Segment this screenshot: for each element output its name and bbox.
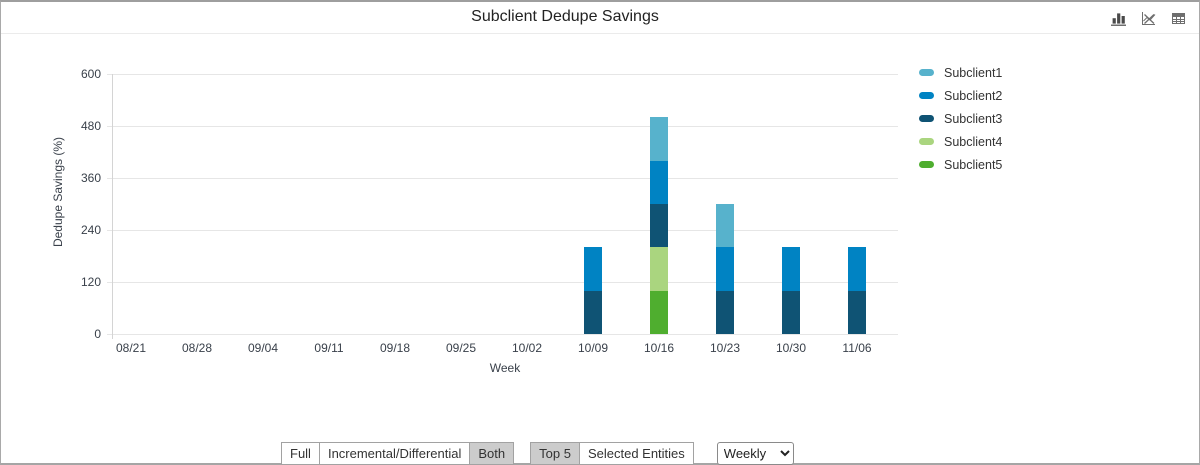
entity-button-group: Top 5 Selected Entities	[530, 442, 694, 465]
y-tick-label: 0	[94, 327, 101, 341]
button-top-5[interactable]: Top 5	[530, 442, 580, 465]
x-tick-label: 10/16	[643, 341, 675, 355]
bar-segment-subclient2[interactable]	[584, 247, 602, 291]
legend-label: Subclient1	[944, 65, 1003, 80]
x-tick-label: 10/23	[709, 341, 741, 355]
x-tick-label: 08/21	[115, 341, 147, 355]
bar-segment-subclient3[interactable]	[650, 204, 668, 248]
button-full[interactable]: Full	[281, 442, 320, 465]
chart-toolbar	[1110, 10, 1187, 27]
x-axis-title: Week	[489, 361, 521, 375]
y-tick-label: 480	[80, 119, 101, 133]
x-tick-label: 11/06	[842, 341, 872, 355]
legend-item-subclient2[interactable]: Subclient2	[919, 87, 1002, 104]
button-selected-entities[interactable]: Selected Entities	[578, 442, 694, 465]
grid-line	[107, 282, 898, 283]
y-axis-line	[112, 74, 113, 339]
bar-segment-subclient2[interactable]	[716, 247, 734, 291]
x-tick-label: 09/18	[379, 341, 411, 355]
bar-segment-subclient4[interactable]	[650, 247, 668, 291]
x-tick-label: 09/04	[247, 341, 279, 355]
legend-swatch	[919, 92, 934, 99]
legend-swatch	[919, 161, 934, 168]
bar-segment-subclient3[interactable]	[716, 290, 734, 334]
legend: Subclient1 Subclient2 Subclient3 Subclient4…	[919, 64, 1002, 179]
legend-label: Subclient3	[944, 111, 1003, 126]
grid-line	[107, 230, 898, 231]
line-chart-disabled-icon[interactable]	[1140, 10, 1157, 27]
bar-segment-subclient5[interactable]	[650, 290, 668, 334]
table-view-icon[interactable]	[1170, 10, 1187, 27]
legend-item-subclient5[interactable]: Subclient5	[919, 156, 1002, 173]
y-tick-label: 120	[80, 275, 101, 289]
legend-item-subclient1[interactable]: Subclient1	[919, 64, 1002, 81]
y-tick-label: 240	[80, 223, 101, 237]
grid-line	[107, 334, 898, 335]
grid-line	[107, 126, 898, 127]
bar-segment-subclient2[interactable]	[848, 247, 866, 291]
button-both[interactable]: Both	[469, 442, 515, 465]
backup-type-button-group: Full Incremental/Differential Both	[281, 442, 515, 465]
bar-segment-subclient2[interactable]	[782, 247, 800, 291]
legend-swatch	[919, 138, 934, 145]
chart-header: Subclient Dedupe Savings	[1, 2, 1199, 34]
chart-title: Subclient Dedupe Savings	[471, 8, 659, 25]
legend-label: Subclient2	[944, 88, 1003, 103]
x-tick-label: 08/28	[181, 341, 213, 355]
x-tick-label: 09/11	[314, 341, 344, 355]
bar-segment-subclient2[interactable]	[650, 160, 668, 204]
y-tick-label: 360	[80, 171, 101, 185]
y-tick-label: 600	[80, 67, 101, 81]
bar-chart-icon[interactable]	[1110, 10, 1127, 27]
footer-controls: Full Incremental/Differential Both Top 5 Se…	[281, 442, 794, 465]
legend-item-subclient4[interactable]: Subclient4	[919, 133, 1002, 150]
legend-label: Subclient5	[944, 157, 1003, 172]
button-incremental-differential[interactable]: Incremental/Differential	[318, 442, 471, 465]
bar-segment-subclient1[interactable]	[716, 204, 734, 248]
grid-line	[107, 178, 898, 179]
grid-line	[107, 74, 898, 75]
legend-item-subclient3[interactable]: Subclient3	[919, 110, 1002, 127]
legend-swatch	[919, 115, 934, 122]
interval-select[interactable]: Weekly	[716, 442, 794, 465]
bar-segment-subclient3[interactable]	[782, 290, 800, 334]
x-tick-label: 09/25	[445, 341, 477, 355]
legend-label: Subclient4	[944, 134, 1003, 149]
bar-segment-subclient3[interactable]	[584, 290, 602, 334]
bar-segment-subclient1[interactable]	[650, 117, 668, 161]
x-tick-label: 10/02	[511, 341, 543, 355]
x-tick-label: 10/30	[775, 341, 807, 355]
bar-segment-subclient3[interactable]	[848, 290, 866, 334]
x-tick-label: 10/09	[577, 341, 609, 355]
legend-swatch	[919, 69, 934, 76]
